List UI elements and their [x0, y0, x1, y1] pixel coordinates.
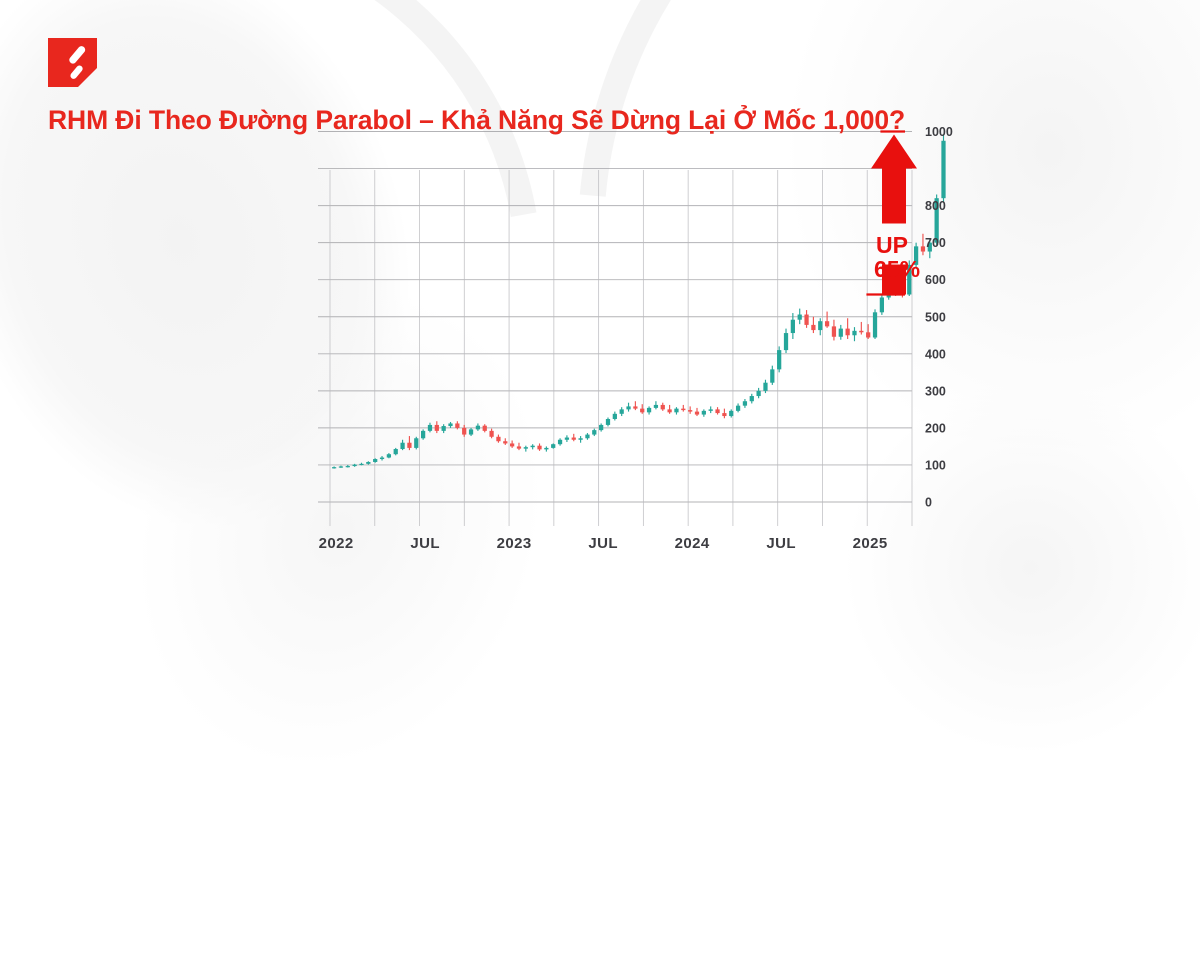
x-axis-tick: 2024: [675, 535, 710, 552]
x-axis-tick: 2023: [497, 535, 532, 552]
x-axis-tick-labels: 2022 JUL 2023 JUL 2024 JUL 2025: [319, 535, 888, 552]
x-axis-tick: 2025: [853, 535, 888, 552]
y-axis-tick: 0: [925, 496, 932, 510]
y-axis-tick: 200: [925, 421, 946, 435]
x-axis-tick: JUL: [410, 535, 440, 552]
y-axis-tick: 1000: [925, 125, 953, 139]
x-axis-tick: JUL: [588, 535, 618, 552]
x-axis-tick: 2022: [319, 535, 354, 552]
vertical-gridlines: [329, 170, 913, 526]
x-axis-tick: JUL: [766, 535, 796, 552]
y-axis-tick: 300: [925, 384, 946, 398]
y-axis-tick: 700: [925, 236, 946, 250]
horizontal-gridlines: [318, 131, 912, 503]
y-axis-tick: 600: [925, 273, 946, 287]
annotation-label-percent: 65%: [874, 256, 920, 282]
page-title: RHM Đi Theo Đường Parabol – Khả Năng Sẽ …: [48, 105, 906, 135]
y-axis-tick: 100: [925, 458, 946, 472]
annotation-label-up: UP: [876, 232, 908, 258]
up-arrow-icon: [871, 134, 917, 224]
candlestick-chart: UP 65% 1000 800 700 600 500 400 300 200 100 0 202…: [318, 125, 953, 552]
y-axis-tick: 800: [925, 199, 946, 213]
y-axis-tick: 400: [925, 347, 946, 361]
y-axis-tick: 500: [925, 310, 946, 324]
document-pencil-logo-icon: [48, 38, 97, 87]
candlestick-series: [331, 135, 946, 469]
